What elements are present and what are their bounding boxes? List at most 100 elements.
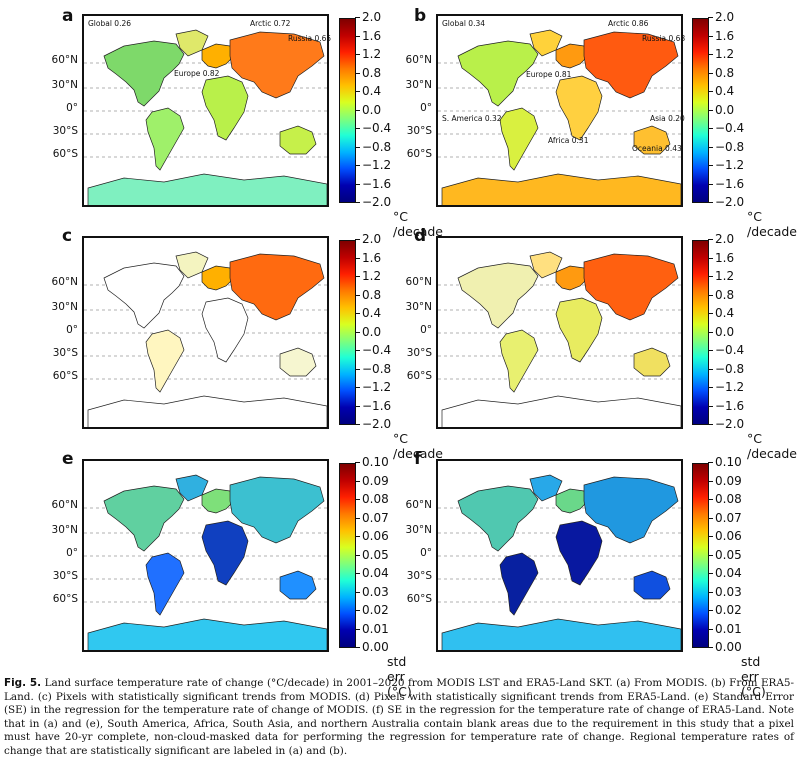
colorbar-tick-label: 0.4 [707,84,735,98]
colorbar-tick-label: 0.08 [355,492,389,506]
landmass-antarctica [87,173,327,205]
latitude-label: 60°N [405,276,432,288]
landmass-africa [201,297,249,363]
latitude-label: 60°S [406,370,432,382]
latitude-label: 0° [66,102,78,114]
latitude-label: 60°N [51,276,78,288]
colorbar-tick-label: −0.8 [707,139,745,154]
colorbar-tick-label: 0.07 [708,510,742,525]
colorbar-tick-label: 0.03 [708,584,742,599]
colorbar-tick-label: 0.8 [354,65,382,80]
colorbar-tick-label: 0.02 [355,603,389,617]
latitude-label: 60°N [51,499,78,511]
latitude-label: 30°S [406,570,432,582]
latitude-label: 60°S [52,593,78,605]
colorbar-tick-label: 1.2 [354,47,382,61]
panel-letter: d [414,226,427,246]
latitude-label: 60°S [52,370,78,382]
region-trend-label: S. America 0.32 [442,114,502,123]
world-map [436,236,683,429]
region-trend-label: Asia 0.20 [650,114,685,123]
colorbar [339,463,356,648]
landmass-africa [201,520,249,586]
panel-letter: a [62,6,74,26]
landmass-antarctica [441,173,681,205]
colorbar-tick-label: 0.00 [355,640,389,654]
landmass-antarctica [87,618,327,650]
latitude-label: 30°S [52,347,78,359]
colorbar [692,18,709,203]
landmass-asia [583,476,679,544]
colorbar-tick-label: 0.05 [355,547,389,562]
landmass-southamerica [145,107,185,171]
colorbar-tick-label: 0.08 [708,492,742,506]
colorbar-tick-label: −2.0 [354,417,392,431]
world-map [82,14,329,207]
colorbar-tick-label: 0.4 [354,306,382,320]
latitude-label: 0° [66,547,78,559]
landmass-southamerica [499,329,539,393]
landmass-australia [279,347,317,377]
colorbar-tick-label: 2.0 [707,10,735,24]
landmass-antarctica [87,395,327,427]
colorbar-tick-label: −1.2 [707,158,745,172]
panel-letter: b [414,6,427,26]
region-trend-label: Russia 0.68 [642,34,686,43]
colorbar-tick-label: 0.02 [708,603,742,617]
landmass-asia [583,253,679,321]
colorbar-tick-label: −2.0 [707,417,745,431]
landmass-europe [201,488,235,514]
figure-caption: Fig. 5. Land surface temperature rate of… [4,677,794,758]
world-map [436,459,683,652]
latitude-label: 30°N [51,301,78,313]
landmass-northamerica [103,40,185,107]
colorbar-tick-label: 0.05 [708,547,742,562]
colorbar-tick-label: −1.2 [707,380,745,394]
colorbar [339,18,356,203]
region-trend-label: Europe 0.81 [526,70,572,79]
colorbar-tick-label: 1.2 [707,47,735,61]
colorbar-tick-label: 0.07 [355,510,389,525]
latitude-label: 30°S [406,347,432,359]
landmass-europe [201,43,235,69]
landmass-northamerica [103,485,185,552]
region-trend-label: Arctic 0.86 [608,19,649,28]
colorbar-unit-label: std err (°C) [741,654,766,699]
colorbar-unit-label: °C /decade [747,209,797,239]
latitude-label: 30°S [406,125,432,137]
colorbar-tick-label: −1.6 [707,176,745,191]
colorbar-tick-label: 1.6 [707,28,735,43]
colorbar-tick-label: 0.4 [354,84,382,98]
colorbar-tick-label: −1.2 [354,158,392,172]
colorbar-unit-label: °C /decade [393,431,443,461]
region-trend-label: Arctic 0.72 [250,19,291,28]
colorbar-tick-label: 0.0 [354,324,382,339]
colorbar-tick-label: 0.4 [707,306,735,320]
colorbar-tick-label: 1.6 [707,250,735,265]
colorbar [339,240,356,425]
landmass-australia [279,570,317,600]
panel-letter: c [62,226,73,246]
landmass-asia [229,476,325,544]
landmass-northamerica [457,262,539,329]
region-trend-label: Europe 0.82 [174,69,220,78]
colorbar-tick-label: −0.8 [707,361,745,376]
colorbar-tick-label: 0.8 [707,65,735,80]
latitude-label: 30°N [405,524,432,536]
colorbar-tick-label: 0.06 [355,529,389,543]
landmass-asia [229,253,325,321]
colorbar-tick-label: −0.4 [354,121,392,135]
colorbar-tick-label: 2.0 [354,232,382,246]
landmass-southamerica [499,552,539,616]
colorbar-tick-label: 0.01 [708,621,742,636]
colorbar-tick-label: 0.01 [355,621,389,636]
landmass-southamerica [145,552,185,616]
landmass-europe [555,43,589,69]
colorbar-tick-label: 0.10 [355,455,389,469]
latitude-label: 30°S [52,570,78,582]
landmass-africa [555,75,603,141]
world-map [436,14,683,207]
landmass-europe [201,265,235,291]
landmass-antarctica [441,618,681,650]
colorbar-unit-label: std err (°C) [387,654,412,699]
